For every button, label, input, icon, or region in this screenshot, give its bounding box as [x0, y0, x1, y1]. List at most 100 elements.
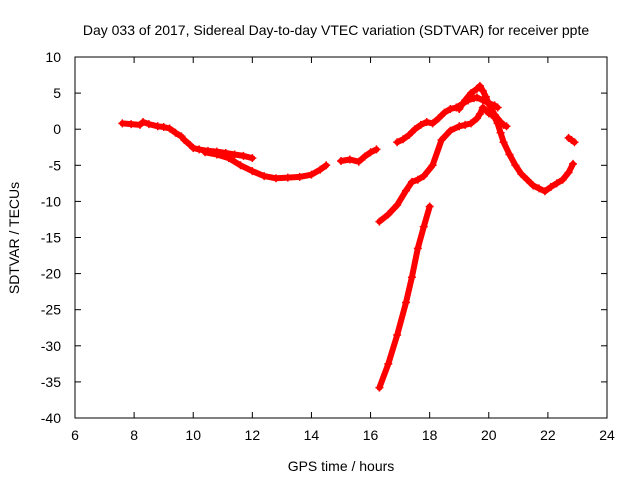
- data-point: [360, 152, 369, 161]
- data-point: [248, 154, 257, 163]
- x-tick-label: 20: [481, 427, 497, 443]
- data-point: [472, 114, 481, 123]
- data-point: [434, 114, 443, 123]
- data-point: [413, 175, 422, 184]
- data-point: [446, 104, 455, 113]
- series-arc7: [375, 202, 434, 392]
- series-arc4: [375, 103, 578, 226]
- data-point: [260, 172, 269, 181]
- data-point: [540, 187, 549, 196]
- data-point: [529, 181, 538, 190]
- data-point: [399, 135, 408, 144]
- x-tick-label: 24: [599, 427, 615, 443]
- data-points: [118, 81, 579, 392]
- data-point: [546, 182, 555, 191]
- y-tick-label: -30: [41, 338, 61, 354]
- data-point: [564, 168, 573, 177]
- data-point: [248, 167, 257, 176]
- data-point: [481, 92, 490, 101]
- x-tick-label: 16: [363, 427, 379, 443]
- chart-title: Day 033 of 2017, Sidereal Day-to-day VTE…: [83, 22, 590, 38]
- y-tick-label: -20: [41, 266, 61, 282]
- data-point: [407, 177, 416, 186]
- data-point: [496, 128, 505, 137]
- data-point: [467, 119, 476, 128]
- data-point: [428, 119, 437, 128]
- axis-ticks: [74, 56, 608, 419]
- data-point: [493, 103, 502, 112]
- data-point: [407, 273, 416, 282]
- data-point: [393, 138, 402, 147]
- data-point: [393, 330, 402, 339]
- data-point: [413, 244, 422, 253]
- data-point: [569, 159, 578, 168]
- data-point: [422, 117, 431, 126]
- data-point: [201, 148, 210, 157]
- data-point: [230, 150, 239, 159]
- data-point: [461, 120, 470, 129]
- data-point: [283, 173, 292, 182]
- data-point: [461, 96, 470, 105]
- data-point: [375, 383, 384, 392]
- data-point: [502, 122, 511, 131]
- data-point: [437, 136, 446, 145]
- data-point: [180, 136, 189, 145]
- data-point: [372, 145, 381, 154]
- series-line: [376, 104, 576, 225]
- plot-frame: [74, 56, 608, 419]
- y-axis-label: SDTVAR / TECUs: [6, 182, 22, 294]
- data-point: [295, 172, 304, 181]
- x-tick-label: 22: [540, 427, 556, 443]
- data-point: [511, 161, 520, 170]
- data-point: [375, 217, 384, 226]
- y-tick-label: -35: [41, 374, 61, 390]
- data-point: [171, 128, 180, 137]
- y-tick-labels: 10 5 0 -5 -10 -15 -20 -25 -30 -35 -40: [41, 49, 61, 426]
- data-point: [354, 157, 363, 166]
- data-point: [212, 150, 221, 159]
- y-tick-label: -40: [41, 410, 61, 426]
- data-point: [127, 120, 136, 129]
- data-point: [475, 81, 484, 90]
- x-tick-label: 14: [304, 427, 320, 443]
- x-tick-label: 6: [71, 427, 79, 443]
- data-point: [271, 174, 280, 183]
- x-tick-label: 12: [245, 427, 261, 443]
- series-arc3: [337, 145, 381, 166]
- data-point: [337, 156, 345, 165]
- data-point: [224, 154, 233, 163]
- data-point: [455, 104, 464, 113]
- data-point: [419, 222, 428, 231]
- data-point: [416, 120, 425, 129]
- data-point: [404, 130, 413, 139]
- series-arc2: [201, 148, 331, 183]
- series-line: [376, 203, 433, 391]
- y-tick-label: 0: [53, 121, 61, 137]
- x-tick-labels: 6 8 10 12 14 16 18 20 22 24: [71, 427, 615, 443]
- data-point: [455, 122, 464, 131]
- series-arc8: [564, 133, 579, 147]
- data-point: [523, 175, 532, 184]
- data-point: [138, 117, 147, 126]
- data-point: [410, 125, 419, 134]
- data-point: [505, 150, 514, 159]
- data-point: [570, 138, 579, 147]
- data-point: [402, 298, 411, 307]
- series-arc1: [118, 117, 257, 163]
- data-point: [322, 161, 331, 170]
- x-axis-label: GPS time / hours: [288, 458, 395, 474]
- data-point: [535, 184, 544, 193]
- data-point: [475, 110, 484, 119]
- x-tick-label: 10: [185, 427, 201, 443]
- data-point: [499, 138, 508, 147]
- data-point: [345, 155, 354, 164]
- series-arc6: [455, 81, 511, 131]
- data-point: [165, 124, 174, 133]
- data-point: [393, 201, 402, 210]
- data-point: [118, 119, 127, 128]
- data-point: [384, 359, 393, 368]
- data-point: [472, 93, 481, 102]
- data-point: [467, 89, 476, 98]
- data-point: [316, 165, 325, 174]
